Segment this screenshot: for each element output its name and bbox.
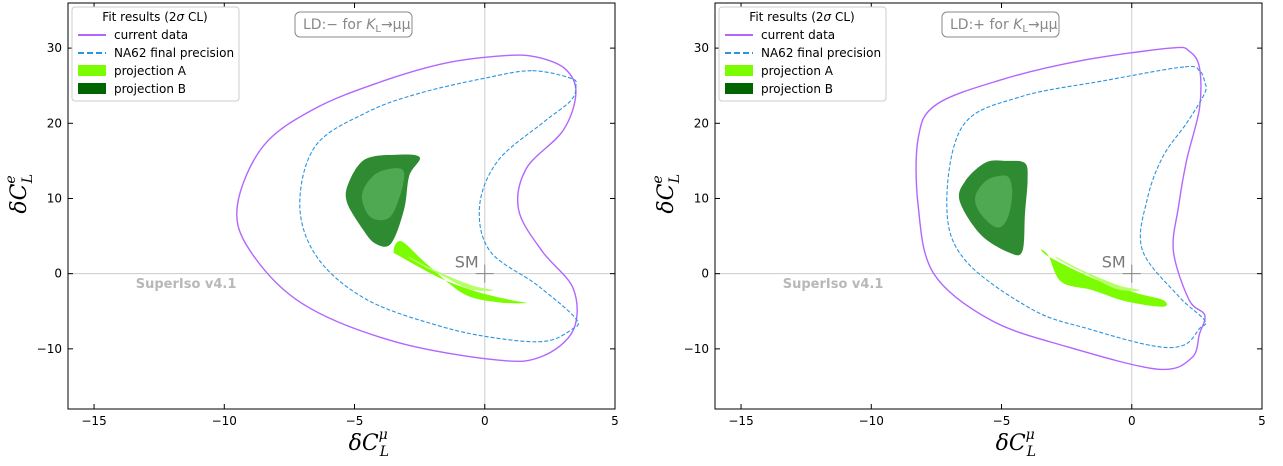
legend-swatch-projection-a [78,65,106,76]
legend-swatch-projection-b [725,83,753,94]
x-tick-label: −15 [728,414,753,428]
x-axis-title-sup: μ [379,427,388,443]
x-tick-label: −10 [859,414,884,428]
legend-title: Fit results (2σ CL) [749,10,854,24]
y-axis-title-sub: L [667,174,683,184]
y-axis-title-sup: e [3,175,19,183]
y-axis-title-base: δC [654,183,679,213]
annotation-box [294,11,413,38]
annotation-arrow: →μμ [381,17,411,33]
y-axis-title-base: δC [7,183,32,213]
legend-entry: projection A [761,64,834,78]
x-tick-label: −5 [993,414,1011,428]
y-tick-label: −10 [684,342,709,356]
contours [236,54,579,363]
na62-contour [299,70,579,343]
sm-label: SM [455,253,479,272]
x-tick-label: −10 [212,414,237,428]
legend-title-suffix: CL) [184,10,208,24]
legend-title-sigma: σ [824,10,832,24]
x-axis-title-sub: L [379,444,389,460]
y-tick-label: 20 [694,116,709,130]
annotation-prefix: LD: [303,17,326,33]
legend-title-prefix: Fit results (2 [102,10,176,24]
na62-contour [946,65,1207,349]
y-axis-title-sub: L [20,174,36,184]
legend-entry: projection A [114,64,187,78]
x-axis-title-base: δC [349,431,379,456]
y-axis-title-sup: e [650,175,666,183]
annotation-text: LD:− for KL→μμ [303,17,411,35]
y-tick-label: 0 [701,267,709,281]
y-tick-label: 0 [54,267,62,281]
x-tick-label: 5 [611,414,619,428]
legend-swatch-projection-b [78,83,106,94]
annotation-k: K [366,17,377,33]
annotation-l: L [375,24,381,35]
legend-box [718,6,887,102]
y-axis-title: δCeL [650,174,683,214]
x-tick-label: 5 [1258,414,1266,428]
projection-a-inner-region [1055,256,1140,291]
annotation-sign: − [326,17,338,33]
y-tick-label: 30 [694,41,709,55]
y-tick-label: 10 [47,191,62,205]
watermark: SuperIso v4.1 [783,277,884,292]
current-data-contour [236,54,578,363]
legend-title-sigma: σ [177,10,185,24]
x-axis-title: δCμ L [996,427,1036,460]
annotation-arrow: →μμ [1028,17,1058,33]
x-tick-label: −5 [346,414,364,428]
annotation-sign: + [973,17,985,33]
legend-swatch-projection-a [725,65,753,76]
projection-b-inner-region [975,175,1013,228]
legend-title-suffix: CL) [831,10,855,24]
annotation-mid: for [985,17,1013,33]
x-axis-title: δCμ L [349,427,389,460]
legend-title: Fit results (2σ CL) [102,10,207,24]
annotation-text: LD:+ for KL→μμ [950,17,1058,35]
y-tick-label: 20 [47,116,62,130]
current-data-contour [915,46,1206,371]
legend-entry: NA62 final precision [114,46,234,60]
annotation-prefix: LD: [950,17,973,33]
contours [915,46,1207,371]
plot-frame [67,2,616,410]
y-axis-title: δCeL [3,174,36,214]
plot-frame [714,2,1263,410]
legend-entry: current data [761,28,835,42]
projection-b-inner-region [361,168,405,221]
x-tick-label: 0 [481,414,489,428]
x-tick-label: −15 [81,414,106,428]
annotation-mid: for [338,17,366,33]
projection-a-outer-region [1040,249,1167,307]
x-axis-title-base: δC [996,431,1026,456]
legend-title-prefix: Fit results (2 [749,10,823,24]
legend-entry: NA62 final precision [761,46,881,60]
x-axis-title-sup: μ [1026,427,1035,443]
legend-entry: projection B [114,82,186,96]
legend-entry: current data [114,28,188,42]
legend-box [71,6,240,102]
legend-entry: projection B [761,82,833,96]
x-axis-title-sub: L [1026,444,1036,460]
annotation-l: L [1022,24,1028,35]
annotation-k: K [1013,17,1024,33]
y-tick-label: 10 [694,191,709,205]
sm-label: SM [1102,253,1126,272]
x-tick-label: 0 [1128,414,1136,428]
y-tick-label: 30 [47,41,62,55]
projection-a-inner-region [408,256,493,291]
watermark: SuperIso v4.1 [136,277,237,292]
y-tick-label: −10 [37,342,62,356]
annotation-box [941,11,1060,38]
projection-a-outer-region [393,240,527,304]
